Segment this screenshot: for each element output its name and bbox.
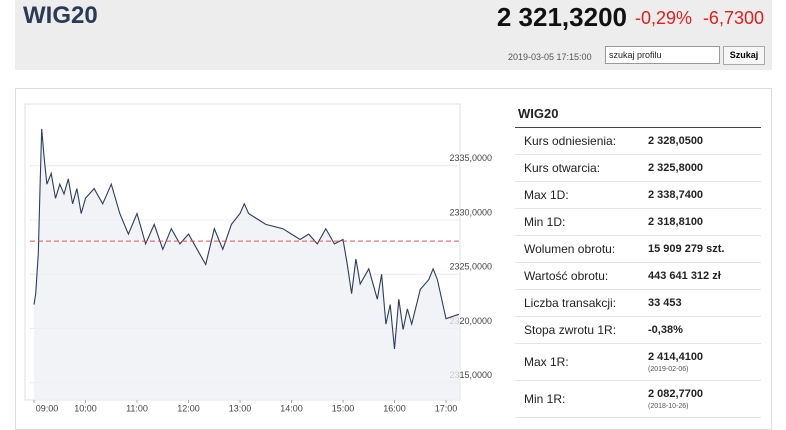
value-cell: 2 082,7700 (2018-10-26) <box>648 388 703 410</box>
x-tick-label: 17:00 <box>435 403 458 413</box>
table-row: Max 1D: 2 338,7400 <box>515 182 761 209</box>
chart: 2315,0000 2320,0000 2325,0000 2330,0000 2335… <box>24 103 492 413</box>
y-tick-label: 2315,0000 <box>449 370 492 380</box>
table-row: Stopa zwrotu 1R: -0,38% <box>515 317 761 344</box>
header: WIG20 2 321,3200 -0,29% -6,7300 2019-03-… <box>15 0 772 70</box>
row-label: Wartość obrotu: <box>524 269 609 283</box>
value-cell: -0,38% <box>648 324 683 336</box>
row-value: 15 909 279 szt. <box>648 243 725 255</box>
row-label: Min 1R: <box>524 392 566 406</box>
row-note: (2019-02-06) <box>648 366 689 373</box>
value-cell: 2 338,7400 <box>648 189 703 201</box>
y-tick-label: 2330,0000 <box>449 207 492 217</box>
search-input[interactable]: szukaj profilu <box>605 46 720 64</box>
row-label: Stopa zwrotu 1R: <box>524 323 617 337</box>
row-value: 2 328,0500 <box>648 135 704 147</box>
table-row: Max 1R: 2 414,4100 (2019-02-06) <box>515 344 761 381</box>
x-tick-label: 13:00 <box>229 403 252 413</box>
x-tick-label: 11:00 <box>126 403 148 413</box>
table-title: WIG20 <box>515 103 761 128</box>
value-cell: 2 414,4100 (2019-02-06) <box>648 351 703 373</box>
x-tick-label: 09:00 <box>36 403 59 413</box>
timestamp: 2019-03-05 17:15:00 <box>508 52 592 62</box>
area <box>34 128 459 400</box>
y-tick-label: 2325,0000 <box>449 262 492 272</box>
row-value: -0,38% <box>648 324 683 336</box>
x-tick-label: 15:00 <box>332 403 355 413</box>
row-label: Liczba transakcji: <box>524 296 617 310</box>
table-row: Kurs otwarcia: 2 325,8000 <box>515 155 761 182</box>
y-tick-label: 2335,0000 <box>449 153 492 163</box>
value-cell: 443 641 312 zł <box>648 270 721 282</box>
row-value: 2 338,7400 <box>648 189 704 201</box>
table-row: Min 1D: 2 318,8100 <box>515 209 761 236</box>
price-line <box>33 128 460 350</box>
x-tick-label: 10:00 <box>74 403 97 413</box>
value-cell: 33 453 <box>648 297 682 309</box>
row-value: 2 414,4100 <box>648 351 704 363</box>
row-label: Kurs otwarcia: <box>524 161 601 175</box>
change-percent: -0,29% <box>634 8 692 28</box>
table-row: Wolumen obrotu: 15 909 279 szt. <box>515 236 761 263</box>
value-cell: 15 909 279 szt. <box>648 243 724 255</box>
change-absolute: -6,7300 <box>702 8 764 28</box>
row-value: 2 318,8100 <box>648 216 704 228</box>
row-label: Max 1R: <box>524 355 569 369</box>
row-value: 443 641 312 zł <box>648 270 721 282</box>
stats-table: WIG20 Kurs odniesienia: 2 328,0500 Kurs ot… <box>515 103 761 418</box>
row-label: Min 1D: <box>524 215 566 229</box>
row-value: 2 082,7700 <box>648 388 704 400</box>
index-title: WIG20 <box>23 2 98 29</box>
table-row: Kurs odniesienia: 2 328,0500 <box>515 128 761 155</box>
x-tick-label: 16:00 <box>383 403 406 413</box>
x-tick-label: 14:00 <box>280 403 303 413</box>
x-tick-label: 12:00 <box>177 403 200 413</box>
row-label: Max 1D: <box>524 188 569 202</box>
price: 2 321,3200 <box>496 2 627 32</box>
value-cell: 2 328,0500 <box>648 135 703 147</box>
row-value: 33 453 <box>648 297 682 309</box>
row-label: Wolumen obrotu: <box>524 242 616 256</box>
value-cell: 2 318,8100 <box>648 216 703 228</box>
value-cell: 2 325,8000 <box>648 162 703 174</box>
table-row: Liczba transakcji: 33 453 <box>515 290 761 317</box>
row-label: Kurs odniesienia: <box>524 134 617 148</box>
y-tick-label: 2320,0000 <box>449 316 492 326</box>
row-note: (2018-10-26) <box>648 403 689 410</box>
row-value: 2 325,8000 <box>648 162 704 174</box>
table-row: Min 1R: 2 082,7700 (2018-10-26) <box>515 381 761 418</box>
search-button[interactable]: Szukaj <box>723 46 765 65</box>
table-row: Wartość obrotu: 443 641 312 zł <box>515 263 761 290</box>
page: WIG20 2 321,3200 -0,29% -6,7300 2019-03-… <box>15 0 772 430</box>
